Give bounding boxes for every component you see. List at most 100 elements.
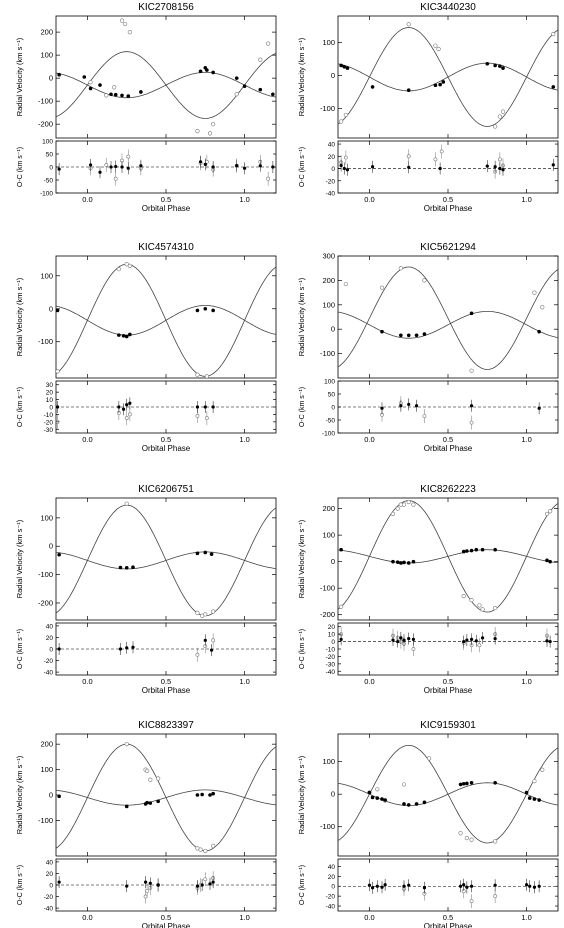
oc-point-filled	[198, 160, 203, 164]
rv-point-filled	[208, 793, 212, 797]
rv-point-filled	[406, 88, 411, 92]
secondary-model-curve	[338, 549, 558, 564]
rv-point-open	[401, 502, 407, 507]
rv-point-open	[112, 85, 117, 90]
rv-point-filled	[458, 782, 463, 787]
rv-point-filled	[406, 333, 411, 338]
oc-tick-label: -50	[44, 178, 54, 185]
chart-title: KIC3440230	[420, 2, 476, 13]
oc-tick-label: -100	[40, 191, 53, 198]
rv-point-filled	[126, 94, 131, 98]
rv-point-open	[480, 607, 485, 612]
oc-point-filled	[493, 637, 497, 641]
rv-y-axis-label: Radial Velocity (km s⁻¹)	[297, 277, 306, 356]
oc-point-filled	[469, 884, 474, 888]
oc-tick-label: -30	[44, 427, 54, 434]
rv-point-open	[116, 267, 121, 272]
rv-tick-label: 0	[331, 71, 335, 80]
oc-tick-label: 20	[328, 874, 336, 881]
rv-point-open	[469, 368, 474, 373]
oc-point-open	[104, 163, 109, 167]
oc-tick-label: -40	[326, 904, 336, 911]
rv-point-filled	[56, 308, 60, 313]
oc-point-open	[203, 877, 208, 882]
oc-point-filled	[109, 165, 113, 169]
x-axis-label: Orbital Phase	[142, 204, 191, 213]
rv-point-filled	[211, 308, 215, 313]
oc-point-filled	[458, 884, 463, 888]
rv-y-axis-label: Radial Velocity (km s⁻¹)	[297, 755, 306, 834]
secondary-model-curve	[56, 789, 276, 806]
oc-point-filled	[242, 166, 247, 170]
rv-point-filled	[156, 799, 160, 804]
rv-point-open	[339, 604, 344, 609]
oc-tick-label: -20	[326, 654, 336, 661]
rv-point-filled	[242, 84, 247, 89]
rv-point-open	[540, 305, 545, 310]
oc-tick-label: -10	[326, 647, 336, 654]
oc-point-filled	[370, 165, 375, 169]
rv-point-filled	[200, 792, 204, 797]
oc-point-filled	[469, 637, 474, 641]
x-tick-label: 1.0	[239, 677, 249, 686]
rv-tick-label: 0	[331, 325, 335, 334]
oc-point-filled	[88, 163, 93, 167]
rv-point-open	[124, 742, 129, 747]
x-tick-label: 0.0	[82, 913, 92, 922]
rv-point-filled	[441, 80, 446, 84]
rv-point-open	[532, 290, 537, 295]
oc-point-filled	[203, 162, 207, 166]
oc-point-filled	[195, 884, 200, 888]
rv-point-filled	[474, 547, 479, 552]
oc-y-axis-label: O-C (km s⁻¹)	[299, 147, 306, 187]
chart-title: KIC8823397	[138, 720, 194, 731]
oc-tick-label: 0	[331, 639, 335, 646]
oc-point-open	[127, 412, 132, 417]
rv-point-open	[401, 782, 407, 787]
rv-point-filled	[537, 798, 541, 802]
oc-point-filled	[342, 166, 346, 171]
oc-point-open	[411, 647, 416, 651]
x-axis-label: Orbital Phase	[142, 686, 191, 695]
rv-point-open	[532, 779, 537, 784]
oc-point-filled	[537, 884, 541, 888]
rv-point-open	[195, 610, 200, 616]
oc-tick-label: 0	[49, 405, 53, 412]
oc-tick-label: 20	[46, 871, 54, 878]
oc-point-filled	[211, 165, 215, 169]
rv-point-filled	[545, 558, 549, 563]
chart-title: KIC9159301	[420, 720, 476, 731]
x-tick-label: 0.5	[443, 195, 453, 204]
x-tick-label: 1.0	[521, 195, 531, 204]
rv-y-axis-label: Radial Velocity (km s⁻¹)	[15, 37, 24, 116]
rv-tick-label: 200	[40, 28, 53, 37]
rv-point-filled	[414, 333, 419, 338]
x-tick-label: 1.0	[521, 435, 531, 444]
x-axis-label: Orbital Phase	[424, 686, 473, 695]
oc-point-filled	[383, 883, 387, 887]
oc-tick-label: -100	[322, 431, 335, 438]
x-tick-label: 1.0	[239, 195, 249, 204]
oc-point-filled	[411, 637, 416, 641]
oc-point-filled	[498, 166, 502, 171]
oc-y-axis-label: O-C (km s⁻¹)	[17, 629, 24, 669]
oc-point-filled	[465, 885, 469, 889]
oc-point-open	[477, 643, 482, 648]
rv-point-filled	[195, 308, 200, 313]
chart-title: KIC4574310	[138, 242, 194, 253]
rv-point-open	[477, 603, 482, 608]
rv-point-open	[343, 281, 348, 287]
oc-point-filled	[118, 647, 123, 651]
panel-kic5621294: KIC5621294 0.0 0.5 1.0 Orbital Phase 300 200 10…	[297, 242, 559, 453]
oc-frame	[337, 140, 559, 194]
x-tick-label: 0.0	[364, 195, 374, 204]
oc-point-filled	[125, 403, 129, 407]
rv-point-filled	[203, 550, 208, 555]
rv-point-filled	[124, 804, 129, 809]
oc-point-filled	[200, 883, 204, 887]
rv-point-open	[493, 124, 498, 129]
x-tick-label: 0.0	[364, 913, 374, 922]
oc-point-filled	[545, 639, 549, 643]
